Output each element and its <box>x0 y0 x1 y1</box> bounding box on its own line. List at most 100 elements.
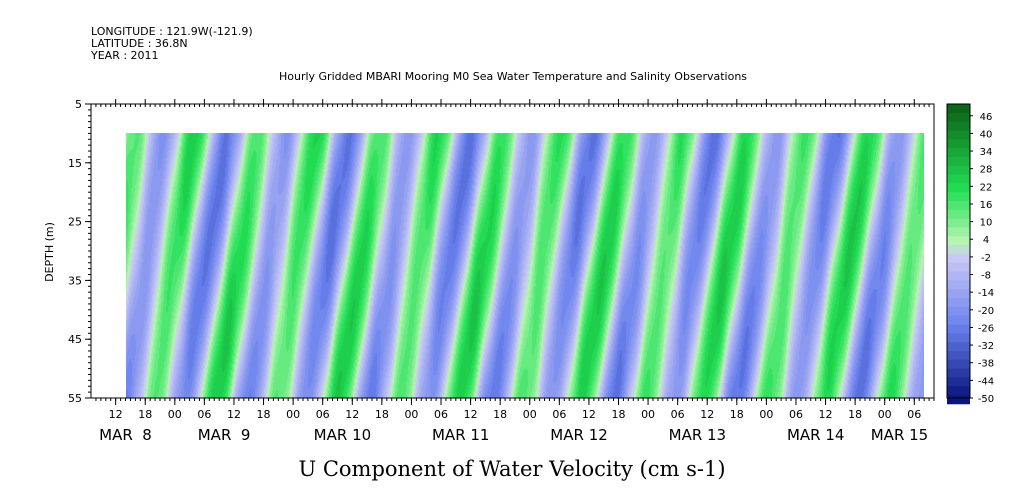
colorbar-swatch <box>947 227 970 237</box>
colorbar-swatch <box>947 350 970 361</box>
x-tick-label: 18 <box>848 408 862 421</box>
y-axis: 5 15 25 35 45 55 <box>68 98 91 405</box>
colorbar-label: -20 <box>978 306 994 317</box>
colorbar-label: 28 <box>980 165 993 176</box>
colorbar-swatch <box>947 280 970 290</box>
x-axis: 12 18 00 06 12 18 00 06 12 18 00 06 12 18 00 06 12 18 00 06… <box>95 99 935 444</box>
colorbar-swatch <box>947 121 970 131</box>
x-tick-label: 18 <box>730 408 744 421</box>
colorbar-swatch <box>947 289 970 299</box>
x-day-label: MAR 15 <box>871 426 928 444</box>
x-tick-label: 18 <box>611 408 625 421</box>
colorbar-swatch <box>947 386 970 396</box>
x-tick-label: 12 <box>464 408 478 421</box>
colorbar-label: -26 <box>978 323 994 334</box>
colorbar-label: 46 <box>980 112 993 123</box>
x-tick-label: 18 <box>138 408 152 421</box>
x-tick-label: 12 <box>345 408 359 421</box>
colorbar-swatch <box>947 315 970 325</box>
y-tick-label: 35 <box>68 274 82 287</box>
colorbar-swatch <box>947 174 970 184</box>
x-tick-label: 06 <box>197 408 211 421</box>
colorbar-frame <box>946 103 971 399</box>
x-tick-label: 00 <box>404 408 418 421</box>
x-day-label: MAR 11 <box>432 426 489 444</box>
y-tick-label: 25 <box>68 216 82 229</box>
colorbar-label: -32 <box>978 341 994 352</box>
colorbar-swatch <box>947 359 970 369</box>
x-tick-label: 06 <box>434 408 448 421</box>
colorbar-label: -38 <box>978 359 994 370</box>
colorbar-swatch <box>947 139 970 149</box>
colorbar-swatch <box>947 324 970 334</box>
x-day-label: MAR 12 <box>550 426 607 444</box>
x-day-label: MAR 13 <box>669 426 726 444</box>
colorbar-swatch <box>947 165 970 175</box>
x-tick-label: 00 <box>286 408 300 421</box>
x-day-label: MAR 9 <box>198 426 251 444</box>
x-tick-label: 06 <box>789 408 803 421</box>
colorbar-swatch <box>947 395 970 405</box>
year-label: YEAR : 2011 <box>90 49 159 62</box>
colorbar-swatch <box>947 192 970 202</box>
x-tick-label: 06 <box>907 408 921 421</box>
colorbar-label: 22 <box>980 182 993 193</box>
colorbar-swatch <box>947 298 970 308</box>
colorbar-swatch <box>947 333 970 343</box>
colorbar-label: -14 <box>978 288 994 299</box>
x-tick-label: 00 <box>759 408 773 421</box>
x-tick-label: 06 <box>552 408 566 421</box>
x-tick-label: 00 <box>523 408 537 421</box>
colorbar-swatch <box>947 306 970 317</box>
x-tick-label: 06 <box>316 408 330 421</box>
colorbar-swatch <box>947 377 970 387</box>
colorbar-label: -2 <box>981 253 991 264</box>
chart-title: Hourly Gridded MBARI Mooring M0 Sea Wate… <box>279 70 747 83</box>
colorbar-label: 4 <box>983 235 989 246</box>
latitude-label: LATITUDE : 36.8N <box>91 37 188 50</box>
y-tick-label: 15 <box>68 157 82 170</box>
x-tick-label: 12 <box>227 408 241 421</box>
colorbar-label: 34 <box>980 147 993 158</box>
x-tick-label: 00 <box>641 408 655 421</box>
x-day-label: MAR 8 <box>99 426 152 444</box>
x-tick-label: 06 <box>671 408 685 421</box>
colorbar-label: 40 <box>980 129 993 140</box>
y-axis-label: DEPTH (m) <box>43 222 56 282</box>
colorbar-swatch <box>947 342 970 352</box>
longitude-label: LONGITUDE : 121.9W(-121.9) <box>91 25 253 38</box>
colorbar-swatch <box>947 201 970 211</box>
x-tick-label: 18 <box>375 408 389 421</box>
x-day-label: MAR 10 <box>314 426 371 444</box>
colorbar-label: -8 <box>981 271 991 282</box>
colorbar-swatch <box>947 156 970 167</box>
y-tick-label: 45 <box>68 333 82 346</box>
x-tick-label: 12 <box>700 408 714 421</box>
x-tick-label: 18 <box>493 408 507 421</box>
heatmap-cells <box>126 133 924 398</box>
colorbar-swatch <box>947 130 970 140</box>
colorbar-swatch <box>947 218 970 228</box>
colorbar-label: 16 <box>980 200 993 211</box>
x-tick-label: 12 <box>819 408 833 421</box>
x-tick-label: 00 <box>878 408 892 421</box>
y-tick-label: 55 <box>68 392 82 405</box>
colorbar-swatch <box>947 112 970 123</box>
colorbar-swatch <box>947 104 970 114</box>
colorbar-swatch <box>947 271 970 281</box>
colorbar-swatch <box>947 183 970 193</box>
colorbar-label: -44 <box>978 376 994 387</box>
x-day-label: MAR 14 <box>787 426 844 444</box>
colorbar-label: -50 <box>978 394 994 405</box>
colorbar-swatch <box>947 148 970 158</box>
colorbar-label: 10 <box>980 218 993 229</box>
y-tick-label: 5 <box>75 98 82 111</box>
colorbar-swatch <box>947 262 970 272</box>
x-tick-label: 12 <box>582 408 596 421</box>
variable-label: U Component of Water Velocity (cm s-1) <box>298 457 725 481</box>
x-tick-label: 00 <box>168 408 182 421</box>
colorbar-swatch <box>947 245 970 255</box>
colorbar-swatch <box>947 209 970 220</box>
colorbar-swatch <box>947 236 970 246</box>
